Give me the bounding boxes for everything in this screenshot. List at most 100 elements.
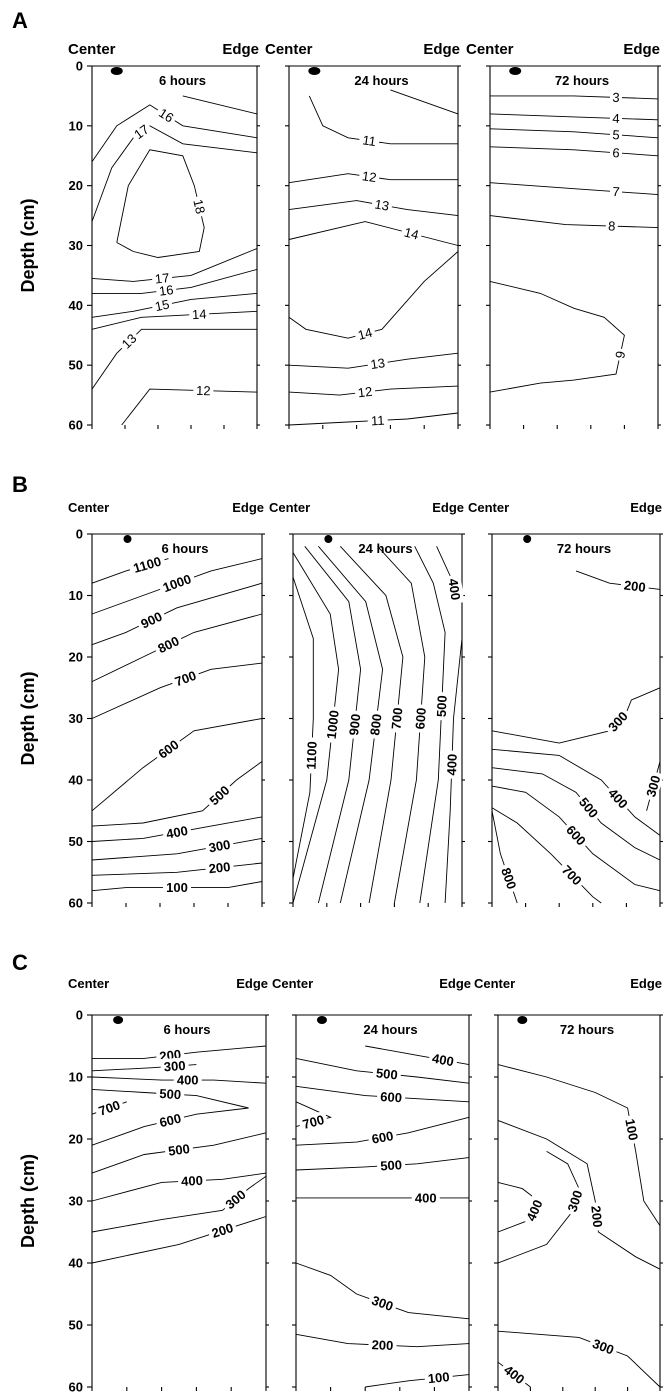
contour-line bbox=[91, 662, 263, 719]
header-center: Center bbox=[466, 41, 514, 58]
contour-line bbox=[182, 95, 258, 115]
contour-line bbox=[91, 310, 258, 330]
contour-label: 12 bbox=[196, 383, 211, 398]
contour-line bbox=[497, 1064, 661, 1227]
header-center: Center bbox=[272, 976, 313, 991]
subplot-title: 72 hours bbox=[560, 1022, 614, 1037]
contour-label-bg bbox=[297, 1110, 329, 1133]
y-tick-label: 0 bbox=[76, 527, 83, 542]
y-tick-label: 50 bbox=[69, 1318, 83, 1333]
contour-label-bg bbox=[411, 703, 429, 733]
contour-label-bg bbox=[603, 782, 634, 814]
header-center: Center bbox=[68, 41, 116, 58]
contour-label: 7 bbox=[612, 184, 620, 199]
contour-label-bg bbox=[164, 1140, 194, 1159]
contour-label-bg bbox=[358, 167, 381, 186]
contour-label-bg bbox=[556, 859, 588, 891]
contour-label-bg bbox=[428, 1049, 459, 1070]
contour-line bbox=[491, 807, 602, 904]
contour-label: 500 bbox=[434, 695, 450, 717]
contour-label-bg bbox=[609, 89, 623, 105]
contour-label-bg bbox=[423, 1368, 454, 1387]
contour-line bbox=[497, 1119, 661, 1270]
contour-label: 300 bbox=[564, 1188, 585, 1213]
contour-label: 600 bbox=[412, 707, 428, 730]
header-center: Center bbox=[68, 976, 109, 991]
contour-label-bg bbox=[433, 691, 450, 721]
y-tick-label: 10 bbox=[69, 118, 83, 133]
contour-label: 400 bbox=[431, 1051, 455, 1070]
contour-label-bg bbox=[622, 1114, 643, 1145]
contour-label: 8 bbox=[608, 218, 616, 233]
contour-label: 300 bbox=[643, 774, 663, 799]
contour-label: 400 bbox=[165, 823, 189, 842]
header-center: Center bbox=[474, 976, 515, 991]
y-tick-label: 20 bbox=[69, 650, 83, 665]
contour-label-bg bbox=[150, 295, 174, 315]
contour-label-bg bbox=[366, 709, 385, 740]
contour-line bbox=[489, 215, 659, 229]
contour-label-bg bbox=[411, 1189, 440, 1205]
contour-label-bg bbox=[127, 552, 167, 577]
contour-line bbox=[91, 761, 263, 827]
header-edge: Edge bbox=[439, 976, 471, 991]
subplot-title: 24 hours bbox=[358, 541, 412, 556]
contour-label-bg bbox=[366, 354, 389, 373]
contour-label: 17 bbox=[131, 121, 152, 142]
contour-label-bg bbox=[188, 305, 210, 322]
header-center: Center bbox=[265, 41, 313, 58]
source-marker bbox=[517, 1016, 528, 1024]
contour-label: 4 bbox=[612, 111, 620, 126]
subplot-title: 6 hours bbox=[164, 1022, 211, 1037]
y-axis-label: Depth (cm) bbox=[18, 1154, 38, 1248]
contour-label: 300 bbox=[590, 1336, 616, 1358]
contour-line bbox=[91, 328, 257, 390]
contour-label-bg bbox=[609, 183, 623, 200]
header-edge: Edge bbox=[630, 500, 662, 515]
header-center: Center bbox=[468, 500, 509, 515]
contour-label-bg bbox=[160, 1057, 190, 1075]
contour-label-bg bbox=[620, 576, 650, 595]
contour-line bbox=[292, 576, 314, 879]
contour-label: 400 bbox=[415, 1190, 437, 1205]
contour-line bbox=[414, 546, 446, 904]
contour-label-bg bbox=[161, 821, 193, 842]
contour-label: 200 bbox=[588, 1205, 605, 1228]
y-tick-label: 50 bbox=[69, 834, 83, 849]
source-marker bbox=[308, 67, 321, 75]
contour-line bbox=[288, 221, 459, 246]
contour-label-bg bbox=[154, 103, 180, 127]
contour-label: 600 bbox=[371, 1128, 395, 1147]
contour-label: 3 bbox=[612, 90, 620, 105]
contour-label: 11 bbox=[362, 132, 377, 149]
contour-line bbox=[91, 837, 263, 861]
subplot-title: 24 hours bbox=[363, 1022, 417, 1037]
contour-label: 500 bbox=[375, 1065, 398, 1082]
y-tick-label: 60 bbox=[69, 418, 83, 433]
contour-label: 300 bbox=[163, 1058, 186, 1075]
contour-line bbox=[91, 1175, 267, 1233]
contour-label: 1000 bbox=[161, 571, 193, 595]
contour-label: 100 bbox=[427, 1369, 450, 1386]
contour-line bbox=[490, 95, 659, 100]
contour-label-bg bbox=[93, 1095, 125, 1120]
contour-label: 400 bbox=[446, 578, 464, 602]
subplot-title: 72 hours bbox=[555, 73, 609, 88]
contour-line bbox=[91, 718, 263, 812]
contour-line bbox=[121, 388, 258, 426]
contour-label-bg bbox=[154, 1109, 186, 1131]
contour-line bbox=[288, 251, 459, 339]
contour-label: 300 bbox=[370, 1293, 395, 1314]
contour-label-bg bbox=[204, 835, 235, 856]
subplot-title: 24 hours bbox=[354, 73, 408, 88]
contour-label-bg bbox=[372, 1064, 402, 1083]
y-tick-label: 20 bbox=[69, 178, 83, 193]
contour-label-bg bbox=[611, 347, 629, 363]
contour-label-bg bbox=[641, 770, 664, 802]
contour-label-bg bbox=[367, 412, 389, 429]
contour-label-bg bbox=[561, 819, 592, 851]
contour-label: 100 bbox=[166, 880, 188, 895]
contour-line bbox=[491, 687, 661, 744]
contour-label: 500 bbox=[159, 1086, 182, 1102]
